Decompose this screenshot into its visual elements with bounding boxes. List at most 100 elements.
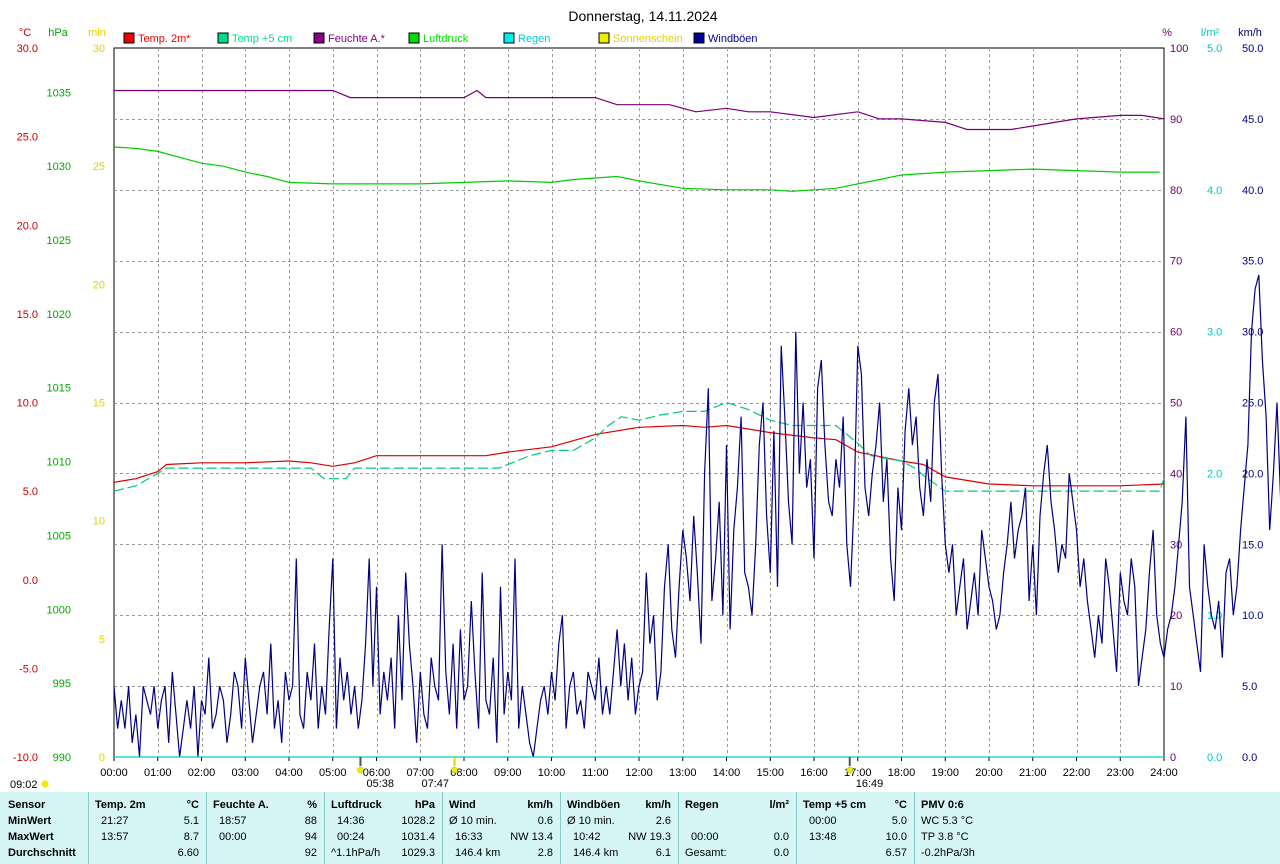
- chart-title: Donnerstag, 14.11.2024: [568, 8, 717, 24]
- stats-unit: km/h: [527, 799, 553, 811]
- y-tick-label-sunshine: 30: [93, 43, 105, 55]
- y-tick-label-wind: 40.0: [1242, 185, 1263, 197]
- max-value: NW 19.3: [628, 831, 671, 843]
- min-time: 00:00: [809, 815, 837, 827]
- series-line-temp-2m-: [113, 424, 1165, 487]
- stats-col-temp2m: Temp. 2m °C 21:27 5.1 13:57 8.7 6.60: [88, 792, 207, 864]
- stats-unit: km/h: [645, 799, 671, 811]
- avg-value: 92: [304, 847, 317, 859]
- stats-header: PMV 0:6: [921, 799, 964, 811]
- row-label: Durchschnitt: [8, 847, 76, 859]
- axis-unit-humidity: %: [1162, 27, 1172, 39]
- y-tick-label-wind: 50.0: [1242, 43, 1263, 55]
- sun-events: 05:38 07:47 16:49: [357, 757, 883, 790]
- y-tick-label-pressure: 1020: [47, 309, 71, 321]
- series-line-feuchte-a-: [114, 89, 1165, 131]
- y-tick-label-pressure: 990: [53, 752, 71, 764]
- x-tick-label: 11:00: [582, 767, 609, 779]
- y-tick-label-humidity: 0: [1170, 752, 1176, 764]
- min-value: 1028.2: [401, 815, 435, 827]
- y-tick-label-sunshine: 5: [99, 634, 105, 646]
- event-label: 05:38: [366, 778, 394, 790]
- max-time: 10:42: [573, 831, 601, 843]
- min-label: Ø 10 min.: [567, 815, 615, 827]
- weather-chart: 00:00 01:00 02:00 03:00 04:00 05:00 06:00 07:00…: [10, 8, 1280, 790]
- stats-header: Wind: [449, 799, 476, 811]
- y-tick-label-rain: 3.0: [1207, 327, 1222, 339]
- stats-header: Temp. 2m: [95, 799, 146, 811]
- distance-value: 146.4 km: [455, 847, 501, 859]
- stats-header: Regen: [685, 799, 719, 811]
- legend-swatch: [313, 32, 325, 44]
- y-tick-label-wind: 15.0: [1242, 539, 1263, 551]
- x-tick-label: 21:00: [1019, 767, 1047, 779]
- max-value: 94: [304, 831, 317, 843]
- x-tick-label: 07:00: [406, 767, 434, 779]
- series-line-luftdruck: [113, 146, 1160, 192]
- distance-value: 146.4 km: [573, 847, 619, 859]
- total-label: Gesamt:: [685, 847, 727, 859]
- sun-icon: [846, 766, 853, 774]
- x-tick-label: 12:00: [625, 767, 653, 779]
- y-tick-label-humidity: 100: [1170, 43, 1188, 55]
- row-label: MaxWert: [8, 831, 54, 843]
- x-tick-label: 18:00: [888, 767, 916, 779]
- stats-col-sensor: Sensor MinWert MaxWert Durchschnitt: [0, 792, 88, 864]
- corner-time: 09:02: [10, 779, 38, 790]
- statistics-panel: Sensor MinWert MaxWert Durchschnitt Temp…: [0, 792, 1280, 864]
- y-tick-label-wind: 45.0: [1242, 114, 1263, 126]
- x-tick-label: 04:00: [275, 767, 303, 779]
- x-tick-label: 03:00: [231, 767, 259, 779]
- x-tick-label: 09:00: [494, 767, 522, 779]
- chart-axes: 00:00 01:00 02:00 03:00 04:00 05:00 06:00 07:00…: [13, 27, 1264, 779]
- avg-value: 6.1: [655, 847, 671, 859]
- legend-label: Windböen: [708, 33, 758, 45]
- y-tick-label-rain: 4.0: [1207, 185, 1222, 197]
- max-value: NW 13.4: [510, 831, 553, 843]
- y-tick-label-sunshine: 15: [93, 398, 105, 410]
- x-tick-label: 13:00: [669, 767, 697, 779]
- x-tick-label: 24:00: [1150, 767, 1178, 779]
- legend-swatch: [123, 32, 135, 44]
- min-time: 14:36: [337, 815, 365, 827]
- max-time: 00:00: [219, 831, 247, 843]
- y-tick-label-wind: 25.0: [1242, 398, 1263, 410]
- y-tick-label-humidity: 60: [1170, 327, 1182, 339]
- y-tick-label-wind: 20.0: [1242, 468, 1263, 480]
- y-tick-label-temp: 15.0: [17, 309, 38, 321]
- legend-label: Feuchte A.*: [328, 33, 386, 45]
- min-label: Ø 10 min.: [449, 815, 497, 827]
- y-tick-label-humidity: 80: [1170, 185, 1182, 197]
- y-tick-label-rain: 2.0: [1207, 468, 1222, 480]
- avg-value: 1029.3: [401, 847, 435, 859]
- stats-unit: %: [307, 799, 317, 811]
- min-time: 18:57: [219, 815, 247, 827]
- row-label: MinWert: [8, 815, 52, 827]
- stats-header: Luftdruck: [331, 799, 382, 811]
- y-tick-label-pressure: 1010: [47, 457, 71, 469]
- y-tick-label-sunshine: 25: [93, 161, 105, 173]
- legend-swatch: [217, 32, 229, 44]
- min-value: 5.0: [891, 815, 907, 827]
- max-value: 10.0: [885, 831, 907, 843]
- stats-col-wind: Wind km/h Ø 10 min. 0.6 16:33 NW 13.4 14…: [442, 792, 561, 864]
- stats-unit: °C: [894, 799, 907, 811]
- y-tick-label-wind: 0.0: [1242, 752, 1257, 764]
- trend-value: ^1.1hPa/h: [331, 847, 381, 859]
- y-tick-label-pressure: 1005: [47, 530, 71, 542]
- axis-unit-temp: °C: [19, 27, 31, 39]
- axis-unit-sunshine: min: [88, 27, 106, 39]
- y-tick-label-pressure: 1000: [47, 604, 71, 616]
- y-tick-label-humidity: 10: [1170, 681, 1182, 693]
- stats-col-rain: Regen l/m² 00:00 0.0 Gesamt: 0.0: [678, 792, 797, 864]
- min-time: 21:27: [101, 815, 129, 827]
- stats-col-gusts: Windböen km/h Ø 10 min. 2.6 10:42 NW 19.…: [560, 792, 679, 864]
- stats-col-humidity: Feuchte A. % 18:57 88 00:00 94 92: [206, 792, 325, 864]
- axis-unit-pressure: hPa: [48, 27, 68, 39]
- x-tick-label: 00:00: [100, 767, 128, 779]
- avg-value: 6.60: [177, 847, 199, 859]
- y-tick-label-humidity: 70: [1170, 256, 1182, 268]
- legend-swatch: [408, 32, 420, 44]
- sun-icon: [41, 780, 49, 788]
- y-tick-label-temp: -10.0: [13, 752, 38, 764]
